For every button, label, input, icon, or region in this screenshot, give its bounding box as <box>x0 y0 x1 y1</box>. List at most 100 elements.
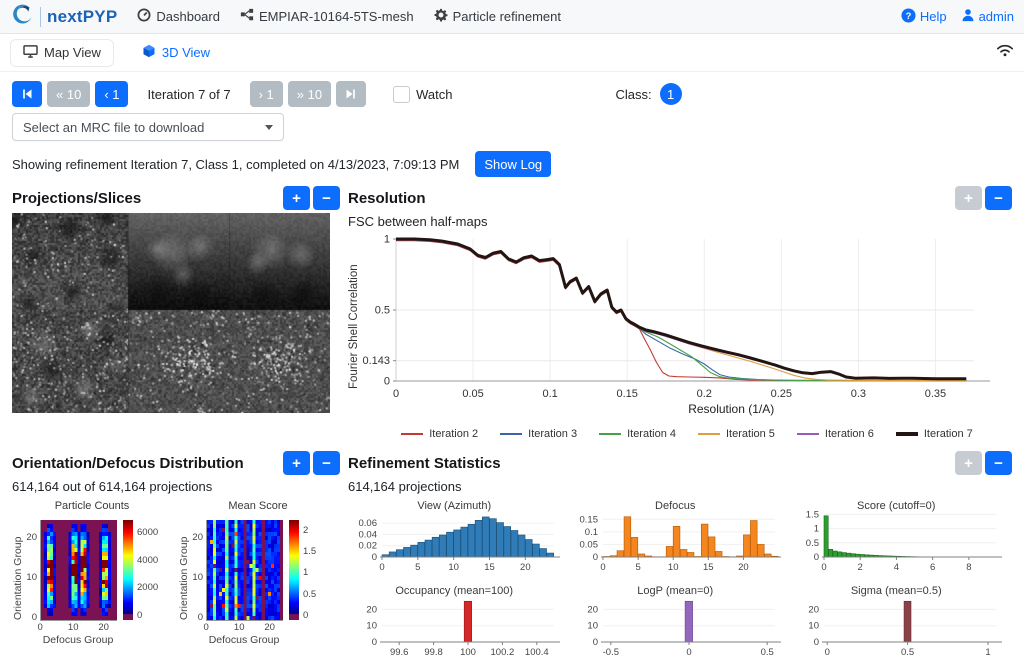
svg-text:Occupancy (mean=100): Occupancy (mean=100) <box>395 585 513 597</box>
svg-text:0.5: 0.5 <box>375 305 390 317</box>
nav-project-label: EMPIAR-10164-5TS-mesh <box>259 9 414 24</box>
legend-item: Iteration 6 <box>797 428 874 440</box>
nav-block[interactable]: Particle refinement <box>434 8 561 25</box>
svg-text:0: 0 <box>384 376 390 388</box>
brand-divider <box>40 7 41 27</box>
heatmap-colorbar <box>123 520 133 620</box>
svg-text:0.5: 0.5 <box>806 538 819 549</box>
legend-item: Iteration 5 <box>698 428 775 440</box>
svg-text:0.1: 0.1 <box>585 527 598 538</box>
projections-slices-image <box>12 213 330 413</box>
zoom-in-button[interactable]: + <box>955 451 982 475</box>
tab-map-view[interactable]: Map View <box>10 39 114 67</box>
svg-text:5: 5 <box>635 562 640 573</box>
nav-dashboard[interactable]: Dashboard <box>137 8 220 25</box>
svg-text:Score (cutoff=0): Score (cutoff=0) <box>857 500 935 512</box>
show-log-button[interactable]: Show Log <box>475 151 551 177</box>
resolution-subtitle: FSC between half-maps <box>348 214 1012 229</box>
back-1-button[interactable]: ‹ 1 <box>95 81 128 107</box>
zoom-in-button[interactable]: + <box>283 186 310 210</box>
mrc-file-select-value: Select an MRC file to download <box>23 120 204 135</box>
svg-text:0: 0 <box>600 562 605 573</box>
svg-text:0: 0 <box>821 562 826 573</box>
orientation-title: Orientation/Defocus Distribution <box>12 455 244 472</box>
gear-icon <box>434 8 448 25</box>
svg-text:15: 15 <box>484 562 495 573</box>
svg-text:0.06: 0.06 <box>359 518 378 529</box>
svg-text:100.4: 100.4 <box>525 647 549 658</box>
fsc-legend: Iteration 2 Iteration 3 Iteration 4 Iterati… <box>362 428 1012 440</box>
brand-name: nextPYP <box>47 7 117 27</box>
svg-text:8: 8 <box>966 562 971 573</box>
svg-text:View (Azimuth): View (Azimuth) <box>417 500 491 512</box>
heatmap-colorbar <box>289 520 299 620</box>
svg-text:20: 20 <box>738 562 749 573</box>
watch-group: Watch <box>393 86 452 103</box>
svg-text:20: 20 <box>366 604 377 615</box>
svg-text:0.5: 0.5 <box>901 647 914 658</box>
user-label: admin <box>979 9 1014 24</box>
forward-10-button[interactable]: » 10 <box>288 81 331 107</box>
svg-text:0.2: 0.2 <box>697 388 712 400</box>
legend-item: Iteration 2 <box>401 428 478 440</box>
heatmap-ylabel: Orientation Group <box>178 520 190 620</box>
help-link[interactable]: ? Help <box>901 8 947 26</box>
refinement-zoom-controls: + − <box>955 451 1012 475</box>
svg-text:0: 0 <box>686 647 691 658</box>
svg-text:0.04: 0.04 <box>359 529 378 540</box>
svg-text:0.35: 0.35 <box>925 388 946 400</box>
zoom-in-button[interactable]: + <box>283 451 310 475</box>
class-1-badge[interactable]: 1 <box>660 83 682 105</box>
tab-3d-view[interactable]: 3D View <box>130 39 222 66</box>
zoom-out-button[interactable]: − <box>985 451 1012 475</box>
svg-text:1.5: 1.5 <box>806 509 819 520</box>
top-navbar: nextPYP Dashboard EMPIAR-10164-5TS-mesh … <box>0 0 1024 34</box>
zoom-out-button[interactable]: − <box>985 186 1012 210</box>
svg-text:99.6: 99.6 <box>390 647 409 658</box>
watch-label: Watch <box>416 87 452 102</box>
first-iteration-button[interactable] <box>12 81 42 107</box>
zoom-in-button[interactable]: + <box>955 186 982 210</box>
brand[interactable]: nextPYP <box>10 2 117 31</box>
tab-3d-view-label: 3D View <box>162 45 210 60</box>
svg-text:0.3: 0.3 <box>851 388 866 400</box>
svg-text:100.2: 100.2 <box>491 647 515 658</box>
svg-text:4: 4 <box>894 562 899 573</box>
svg-text:0.05: 0.05 <box>462 388 483 400</box>
nav-dashboard-label: Dashboard <box>156 9 220 24</box>
nav-project[interactable]: EMPIAR-10164-5TS-mesh <box>240 8 414 25</box>
svg-text:20: 20 <box>587 604 598 615</box>
last-iteration-button[interactable] <box>336 81 366 107</box>
svg-text:10: 10 <box>448 562 459 573</box>
svg-text:6: 6 <box>930 562 935 573</box>
svg-text:99.8: 99.8 <box>424 647 443 658</box>
zoom-out-button[interactable]: − <box>313 186 340 210</box>
svg-text:0: 0 <box>825 647 830 658</box>
watch-checkbox[interactable] <box>393 86 410 103</box>
svg-text:10: 10 <box>808 621 819 632</box>
orientation-zoom-controls: + − <box>283 451 340 475</box>
svg-text:-0.5: -0.5 <box>603 647 619 658</box>
legend-item: Iteration 4 <box>599 428 676 440</box>
mrc-file-select[interactable]: Select an MRC file to download <box>12 113 284 141</box>
help-label: Help <box>920 9 947 24</box>
user-menu[interactable]: admin <box>961 8 1014 25</box>
orientation-subtitle: 614,164 out of 614,164 projections <box>12 479 340 494</box>
zoom-out-button[interactable]: − <box>313 451 340 475</box>
legend-item: Iteration 3 <box>500 428 577 440</box>
back-10-button[interactable]: « 10 <box>47 81 90 107</box>
status-row: Showing refinement Iteration 7, Class 1,… <box>0 151 1024 177</box>
forward-1-button[interactable]: › 1 <box>250 81 283 107</box>
svg-text:5: 5 <box>415 562 420 573</box>
fsc-ylabel: Fourier Shell Correlation <box>348 241 360 389</box>
svg-text:1: 1 <box>814 524 819 535</box>
svg-text:?: ? <box>905 10 911 20</box>
svg-text:0: 0 <box>379 562 384 573</box>
cube-icon <box>142 44 156 61</box>
